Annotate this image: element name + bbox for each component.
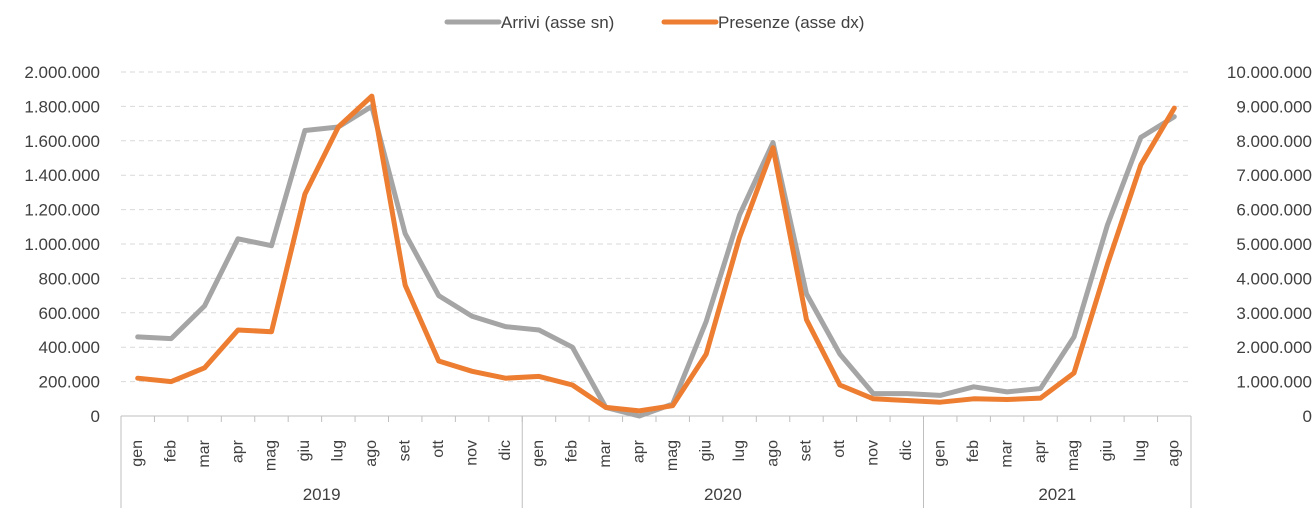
- legend-label-arrivi: Arrivi (asse sn): [501, 13, 614, 32]
- month-tick-label: mag: [263, 440, 280, 471]
- left-tick-label: 400.000: [39, 338, 100, 357]
- month-tick-label: ago: [363, 440, 380, 467]
- legend-label-presenze: Presenze (asse dx): [718, 13, 864, 32]
- series-line-arrivi: [135, 103, 1177, 419]
- legend: Arrivi (asse sn) Presenze (asse dx): [444, 13, 864, 32]
- month-tick-label: mag: [664, 440, 681, 471]
- month-tick-label: ago: [1166, 440, 1183, 467]
- month-tick-label: gen: [931, 440, 948, 467]
- right-tick-label: 6.000.000: [1236, 201, 1312, 220]
- month-tick-label: ott: [430, 439, 447, 457]
- month-tick-label: nov: [865, 440, 882, 466]
- left-tick-label: 1.800.000: [24, 97, 100, 116]
- month-tick-label: ago: [764, 440, 781, 467]
- right-tick-label: 1.000.000: [1236, 373, 1312, 392]
- right-tick-label: 7.000.000: [1236, 166, 1312, 185]
- month-tick-label: lug: [1132, 440, 1149, 461]
- left-axis: 0 200.000 400.000 600.000 800.000 1.000.000 1.…: [24, 63, 100, 426]
- left-tick-label: 1.600.000: [24, 132, 100, 151]
- month-tick-label: nov: [463, 440, 480, 466]
- left-tick-label: 1.000.000: [24, 235, 100, 254]
- right-tick-label: 3.000.000: [1236, 304, 1312, 323]
- month-tick-label: gen: [530, 440, 547, 467]
- month-tick-label: giu: [1099, 440, 1116, 461]
- left-tick-label: 1.200.000: [24, 201, 100, 220]
- left-tick-label: 600.000: [39, 304, 100, 323]
- right-tick-label: 0: [1303, 407, 1312, 426]
- month-tick-label: lug: [731, 440, 748, 461]
- month-tick-label: giu: [697, 440, 714, 461]
- month-tick-label: apr: [229, 439, 246, 463]
- month-tick-label: apr: [631, 439, 648, 463]
- month-tick-label: lug: [330, 440, 347, 461]
- right-tick-label: 8.000.000: [1236, 132, 1312, 151]
- series: [135, 93, 1177, 419]
- month-tick-label: mar: [998, 439, 1015, 467]
- month-tick-label: giu: [296, 440, 313, 461]
- right-tick-label: 5.000.000: [1236, 235, 1312, 254]
- month-tick-label: mag: [1065, 440, 1082, 471]
- year-label: 2020: [704, 485, 742, 504]
- year-label: 2021: [1038, 485, 1076, 504]
- right-tick-label: 10.000.000: [1227, 63, 1312, 82]
- month-tick-label: ott: [831, 439, 848, 457]
- right-tick-label: 2.000.000: [1236, 338, 1312, 357]
- right-axis: 0 1.000.000 2.000.000 3.000.000 4.000.000 5.0…: [1227, 63, 1312, 426]
- series-line-presenze: [135, 93, 1177, 414]
- month-tick-label: set: [396, 439, 413, 461]
- left-tick-label: 2.000.000: [24, 63, 100, 82]
- left-tick-label: 0: [91, 407, 100, 426]
- right-tick-label: 4.000.000: [1236, 269, 1312, 288]
- year-label: 2019: [303, 485, 341, 504]
- month-tick-label: dic: [898, 440, 915, 460]
- month-tick-label: dic: [497, 440, 514, 460]
- month-tick-label: mar: [597, 439, 614, 467]
- left-tick-label: 200.000: [39, 373, 100, 392]
- x-axis: gen feb mar apr mag giu lug ago set ott nov dic2019…: [120, 415, 1192, 508]
- left-tick-label: 1.400.000: [24, 166, 100, 185]
- month-tick-label: gen: [129, 440, 146, 467]
- month-tick-label: apr: [1032, 439, 1049, 463]
- month-tick-label: mar: [196, 439, 213, 467]
- month-tick-label: feb: [564, 440, 581, 462]
- left-tick-label: 800.000: [39, 269, 100, 288]
- month-tick-label: feb: [965, 440, 982, 462]
- month-tick-label: feb: [162, 440, 179, 462]
- gridlines: [121, 71, 1191, 383]
- month-tick-label: set: [798, 439, 815, 461]
- right-tick-label: 9.000.000: [1236, 97, 1312, 116]
